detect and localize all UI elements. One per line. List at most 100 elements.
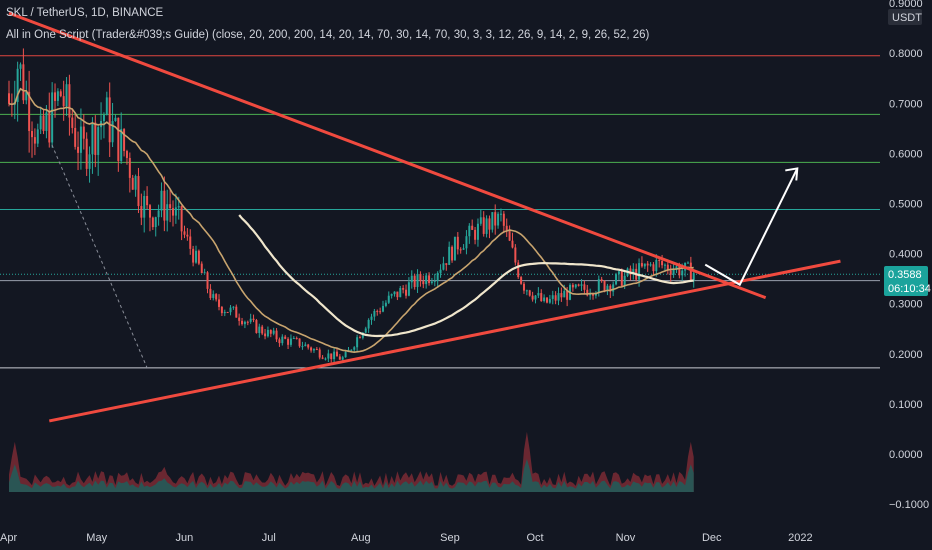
- candle-body: [502, 213, 505, 226]
- candle-body: [125, 151, 128, 158]
- candle-body: [318, 349, 321, 358]
- candle-body: [488, 218, 491, 230]
- candle-body: [413, 275, 416, 287]
- candle-body: [315, 349, 318, 351]
- candle-body: [275, 330, 278, 340]
- candle-body: [180, 206, 183, 232]
- candle-body: [577, 284, 580, 286]
- price-tick: 0.7000: [889, 98, 923, 110]
- candle-body: [540, 293, 543, 302]
- candle-body: [36, 129, 39, 144]
- candle-body: [643, 263, 646, 267]
- candle-body: [157, 210, 160, 218]
- price-axis: 0.9000 0.8000 0.7000 0.6000 0.5000 0.4000 0.30…: [889, 0, 929, 511]
- candle-body: [678, 266, 681, 276]
- candle-body: [163, 190, 166, 221]
- candle-body: [8, 93, 10, 104]
- candle-body: [384, 302, 387, 306]
- candle-body: [350, 349, 353, 351]
- candle-body: [97, 127, 100, 155]
- candle-body: [28, 91, 31, 132]
- candle-body: [284, 336, 287, 339]
- candle-body: [370, 316, 373, 320]
- candle-body: [405, 289, 408, 296]
- candle-body: [669, 270, 672, 275]
- candle-body: [246, 321, 249, 323]
- candle-body: [330, 353, 333, 360]
- candle-body: [548, 298, 551, 303]
- candle-body: [166, 204, 169, 221]
- moving-average-short: [8, 87, 694, 354]
- candle-body: [171, 208, 174, 216]
- candle-body: [235, 306, 238, 318]
- candle-body: [574, 284, 577, 288]
- candle-body: [25, 91, 28, 101]
- volume-oscillator: [9, 431, 694, 492]
- candle-body: [327, 353, 330, 359]
- candle-body: [358, 337, 361, 339]
- candle-body: [123, 129, 126, 152]
- candle-body: [269, 329, 272, 334]
- candle-body: [258, 326, 261, 333]
- candle-body: [82, 126, 85, 139]
- candle-body: [554, 295, 557, 301]
- candle-body: [218, 299, 221, 307]
- candle-body: [312, 349, 315, 351]
- candle-body: [456, 236, 459, 250]
- candle-body: [266, 329, 269, 337]
- candle-body: [531, 295, 534, 300]
- candle-body: [31, 131, 34, 138]
- candle-body: [465, 236, 468, 249]
- candle-body: [373, 310, 376, 317]
- candle-body: [376, 310, 379, 312]
- candle-body: [511, 240, 514, 248]
- candle-body: [361, 332, 364, 338]
- candle-body: [583, 284, 586, 290]
- candle-body: [148, 205, 151, 218]
- candle-body: [114, 117, 117, 122]
- candle-body: [453, 236, 456, 261]
- candle-body: [451, 246, 454, 261]
- candle-body: [686, 262, 689, 264]
- candle-body: [143, 196, 146, 218]
- price-tick: 0.8000: [889, 48, 923, 60]
- candle-body: [416, 273, 419, 287]
- time-tick-nov: Nov: [616, 532, 636, 544]
- projection-path: [704, 167, 799, 287]
- candle-body: [485, 218, 488, 234]
- candle-body: [252, 318, 255, 321]
- candle-body: [85, 138, 88, 169]
- candle-body: [672, 269, 675, 275]
- candle-body: [425, 275, 428, 285]
- candle-body: [287, 338, 290, 345]
- candle-body: [220, 306, 223, 314]
- candle-body: [243, 321, 246, 325]
- time-tick-dec: Dec: [702, 532, 722, 544]
- candle-body: [295, 338, 298, 340]
- candle-body: [88, 154, 91, 169]
- candle-body: [422, 281, 425, 285]
- candle-body: [71, 117, 74, 128]
- candle-body: [51, 92, 54, 143]
- price-tick: 0.2000: [889, 349, 923, 361]
- candle-body: [499, 213, 502, 215]
- price-tick: 0.6000: [889, 148, 923, 160]
- candle-body: [321, 357, 324, 359]
- candle-body: [514, 247, 517, 263]
- candle-body: [666, 264, 669, 271]
- candle-body: [356, 337, 359, 348]
- candle-body: [195, 250, 198, 263]
- candle-body: [390, 294, 393, 296]
- candle-body: [592, 294, 595, 296]
- candle-body: [491, 212, 494, 230]
- candle-body: [212, 294, 215, 298]
- candle-body: [238, 317, 241, 321]
- candle-body: [197, 250, 200, 264]
- price-tick: −0.1000: [889, 499, 929, 511]
- candle-body: [39, 115, 42, 130]
- candle-body: [646, 263, 649, 266]
- candle-body: [537, 293, 540, 296]
- candle-body: [146, 196, 149, 206]
- candle-body: [517, 262, 520, 278]
